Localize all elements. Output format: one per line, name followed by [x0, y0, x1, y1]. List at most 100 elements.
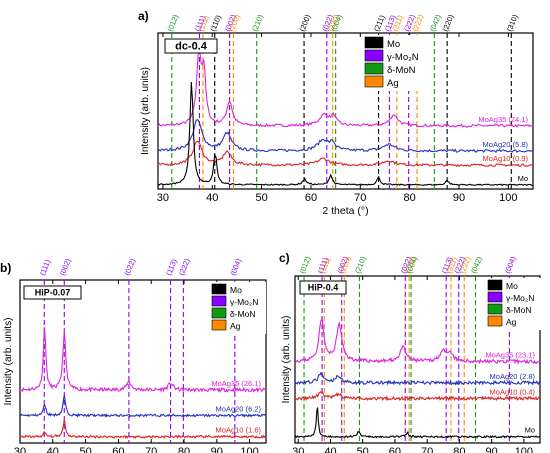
series-trace	[294, 371, 541, 386]
series-trace	[157, 47, 534, 128]
panel-0: (012) (111)(111)(110) (002)(200) (210) (200)…	[138, 9, 534, 217]
panel-1: (111) (002) (022) (113)(222) (004)MoAg35 (26…	[0, 257, 267, 453]
sample-label: dc-0.4	[175, 41, 208, 53]
x-tick-label: 30	[292, 446, 304, 453]
legend-swatch	[211, 307, 227, 319]
series-trace	[157, 119, 534, 154]
sample-label: HiP-0.4	[308, 283, 339, 293]
hkl-label: (210)	[250, 13, 265, 33]
series-trace	[294, 391, 541, 402]
x-tick-label: 70	[421, 446, 433, 453]
series-trace	[157, 140, 534, 168]
x-tick-label: 50	[79, 446, 91, 453]
x-tick-label: 40	[206, 192, 218, 204]
hkl-label: (200)	[298, 13, 313, 33]
hkl-label: (004)	[503, 255, 518, 275]
legend-label: Mo	[387, 39, 400, 50]
plot-frame	[157, 32, 534, 190]
hkl-label: (310)	[505, 13, 520, 33]
legend-swatch	[364, 49, 384, 62]
x-tick-label: 90	[211, 446, 223, 453]
x-tick-label: 60	[112, 446, 124, 453]
series-trace	[19, 327, 267, 394]
legend-label: γ-Mo₂N	[506, 293, 534, 303]
hkl-label: (222)	[177, 257, 192, 277]
panel-2: (012) (111)(111) (002)(200) (210) (022)(220)…	[279, 251, 542, 453]
x-tick-label: 80	[178, 446, 190, 453]
legend-label: δ-MoN	[230, 309, 256, 319]
hkl-label: (002)	[58, 257, 73, 277]
series-trace	[157, 81, 534, 187]
hkl-label: (210)	[353, 255, 368, 275]
sample-label: HiP-0.07	[35, 288, 71, 298]
x-tick-label: 70	[145, 446, 157, 453]
legend-swatch	[364, 75, 384, 88]
x-tick-label: 60	[389, 446, 401, 453]
sample-label-box	[23, 285, 82, 300]
series-label: MoAg20 (5.8)	[483, 140, 529, 149]
x-tick-label: 100	[240, 446, 258, 453]
hkl-label: (022)	[122, 257, 137, 277]
series-label: MoAg10 (0.9)	[483, 154, 529, 163]
y-axis-title: Intensity (arb. units)	[140, 67, 151, 155]
legend-label: δ-MoN	[506, 305, 532, 315]
sample-label-box	[164, 38, 218, 54]
series-trace	[294, 317, 541, 365]
series-label: MoAg35 (24.1)	[478, 115, 528, 124]
x-tick-label: 70	[354, 192, 366, 204]
series-label: MoAg35 (23.1)	[485, 351, 535, 360]
series-label: MoAg35 (26.1)	[211, 379, 261, 388]
hkl-label: (042)	[469, 255, 484, 275]
legend-swatch	[487, 303, 503, 315]
x-tick-label: 40	[47, 446, 59, 453]
legend-swatch	[364, 62, 384, 75]
panel-label: b)	[0, 261, 11, 275]
x-tick-label: 50	[255, 192, 267, 204]
x-tick-label: 60	[305, 192, 317, 204]
x-tick-label: 40	[324, 446, 336, 453]
series-label: MoAg10 (1.6)	[216, 426, 262, 435]
series-label: MoAg20 (2.8)	[490, 372, 536, 381]
series-label: Mo	[525, 426, 535, 435]
hkl-label: (012)	[165, 13, 180, 33]
legend-swatch	[211, 283, 227, 295]
x-axis-title: 2 theta (°)	[322, 205, 368, 217]
x-tick-label: 100	[515, 446, 533, 453]
series-trace	[19, 395, 267, 418]
series-trace	[294, 407, 541, 439]
legend-swatch	[487, 279, 503, 291]
series-label: MoAg10 (0.4)	[490, 387, 536, 396]
legend-label: γ-Mo₂N	[387, 52, 419, 63]
x-tick-label: 100	[499, 192, 517, 204]
legend-label: Ag	[230, 321, 241, 331]
hkl-label: (220)	[441, 13, 456, 33]
hkl-label: (110)	[208, 13, 223, 33]
legend-label: γ-Mo₂N	[230, 297, 258, 307]
y-axis-title: Intensity (arb. units)	[281, 316, 292, 404]
legend-swatch	[211, 319, 227, 331]
series-label: Mo	[518, 174, 528, 183]
x-tick-label: 80	[453, 446, 465, 453]
x-tick-label: 30	[14, 446, 26, 453]
hkl-label: (111)	[38, 258, 53, 277]
series-label: MoAg20 (6.2)	[216, 404, 262, 413]
x-tick-label: 30	[157, 192, 169, 204]
panel-label: c)	[279, 251, 290, 265]
x-tick-label: 90	[486, 446, 498, 453]
legend-swatch	[487, 291, 503, 303]
legend-swatch	[364, 36, 384, 49]
x-tick-label: 90	[453, 192, 465, 204]
legend-label: Ag	[387, 78, 399, 89]
hkl-label: (004)	[228, 257, 243, 277]
legend-label: Mo	[506, 281, 518, 291]
legend-swatch	[487, 315, 503, 327]
hkl-label: (012)	[298, 255, 313, 275]
x-tick-label: 80	[404, 192, 416, 204]
legend-swatch	[211, 295, 227, 307]
sample-label-box	[299, 280, 347, 295]
series-trace	[19, 419, 267, 440]
legend-label: Ag	[506, 317, 517, 327]
legend-label: δ-MoN	[387, 65, 416, 76]
x-tick-label: 50	[357, 446, 369, 453]
